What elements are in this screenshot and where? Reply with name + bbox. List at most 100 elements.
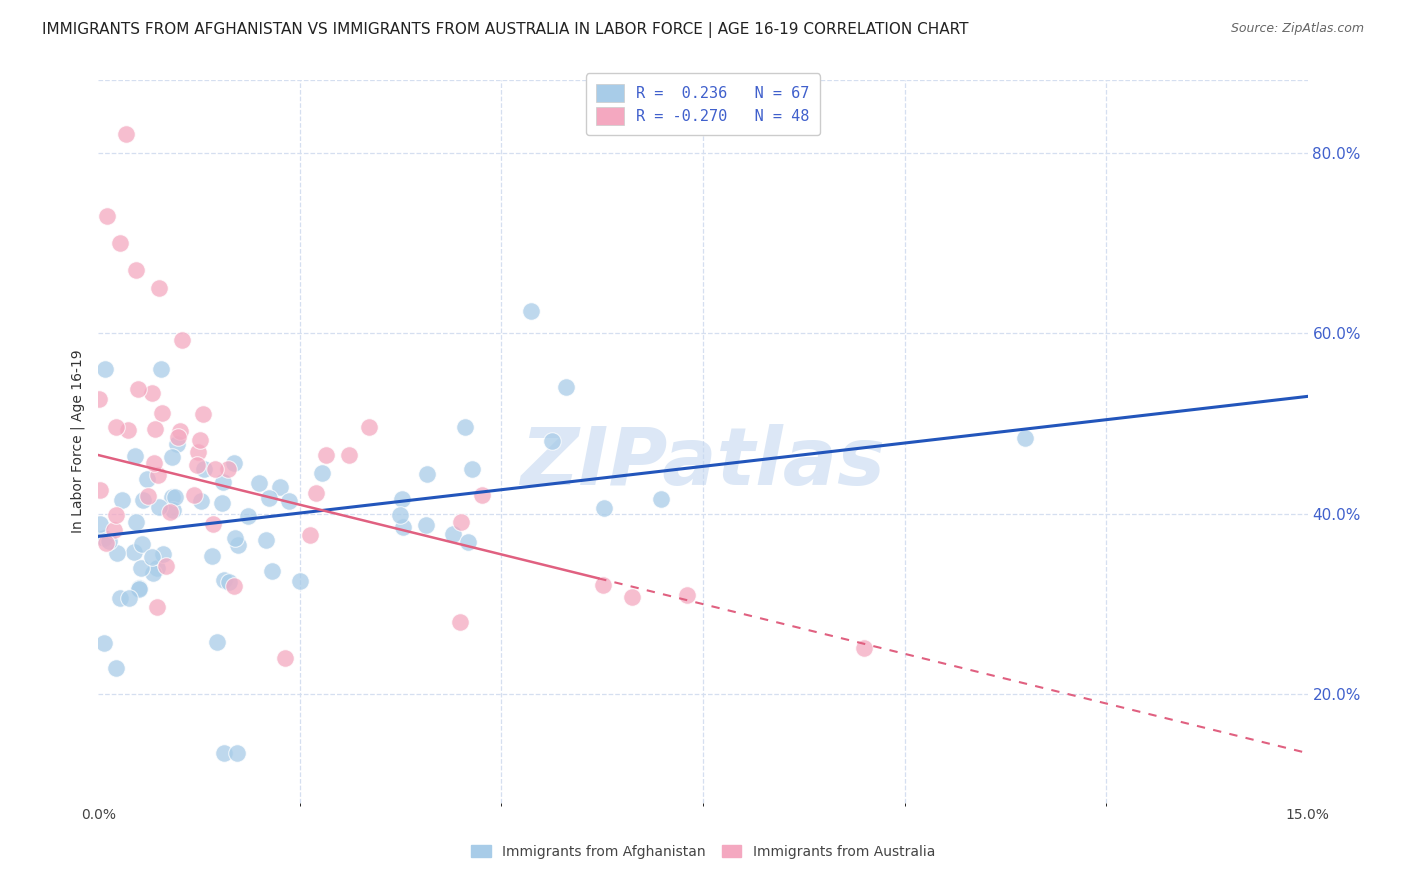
Point	[170, 333, 193, 347]
Point	[389, 508, 412, 522]
Point	[188, 434, 211, 448]
Point	[471, 488, 494, 502]
Point	[567, 822, 589, 837]
Point	[105, 546, 128, 560]
Point	[143, 456, 166, 470]
Point	[148, 500, 170, 514]
Point	[217, 461, 239, 475]
Point	[311, 466, 333, 480]
Point	[298, 527, 321, 541]
Point	[520, 303, 543, 318]
Point	[391, 492, 413, 507]
Text: Source: ZipAtlas.com: Source: ZipAtlas.com	[1230, 22, 1364, 36]
Point	[141, 385, 163, 400]
Point	[160, 490, 183, 504]
Point	[225, 746, 247, 760]
Point	[148, 281, 170, 295]
Point	[592, 578, 614, 592]
Point	[457, 535, 479, 549]
Point	[141, 550, 163, 565]
Point	[274, 651, 297, 665]
Point	[87, 392, 110, 407]
Point	[186, 458, 208, 473]
Point	[117, 423, 139, 437]
Point	[160, 450, 183, 464]
Point	[315, 449, 337, 463]
Point	[593, 501, 616, 516]
Point	[183, 488, 205, 502]
Point	[224, 579, 246, 593]
Point	[212, 475, 235, 490]
Point	[125, 515, 148, 529]
Point	[111, 493, 134, 508]
Point	[143, 422, 166, 436]
Point	[163, 491, 186, 505]
Point	[98, 533, 121, 548]
Point	[441, 527, 464, 541]
Point	[211, 496, 233, 510]
Point	[142, 566, 165, 580]
Point	[128, 581, 150, 595]
Point	[212, 574, 235, 588]
Point	[124, 449, 146, 463]
Point	[449, 615, 471, 630]
Point	[104, 661, 127, 675]
Point	[159, 505, 181, 519]
Point	[337, 448, 360, 462]
Point	[131, 492, 153, 507]
Point	[193, 407, 215, 421]
Point	[202, 516, 225, 531]
Point	[392, 520, 415, 534]
Point	[621, 590, 644, 604]
Point	[415, 517, 437, 532]
Point	[238, 508, 260, 523]
Point	[218, 574, 240, 589]
Point	[104, 508, 127, 522]
Text: IMMIGRANTS FROM AFGHANISTAN VS IMMIGRANTS FROM AUSTRALIA IN LABOR FORCE | AGE 16: IMMIGRANTS FROM AFGHANISTAN VS IMMIGRANT…	[42, 22, 969, 38]
Point	[89, 516, 111, 531]
Point	[190, 493, 212, 508]
Point	[135, 472, 157, 486]
Point	[1014, 431, 1036, 445]
Point	[454, 419, 477, 434]
Y-axis label: In Labor Force | Age 16-19: In Labor Force | Age 16-19	[70, 350, 86, 533]
Point	[676, 588, 699, 602]
Point	[103, 523, 125, 537]
Point	[93, 636, 115, 650]
Point	[224, 531, 246, 545]
Point	[129, 561, 152, 575]
Point	[118, 591, 141, 606]
Point	[212, 746, 235, 760]
Point	[450, 515, 472, 529]
Point	[167, 430, 190, 444]
Point	[260, 564, 283, 578]
Point	[277, 493, 299, 508]
Point	[108, 591, 131, 606]
Point	[650, 492, 672, 507]
Point	[96, 209, 118, 223]
Point	[460, 462, 482, 476]
Point	[169, 424, 191, 438]
Legend: Immigrants from Afghanistan, Immigrants from Australia: Immigrants from Afghanistan, Immigrants …	[465, 839, 941, 864]
Point	[305, 486, 328, 500]
Point	[93, 531, 115, 545]
Point	[541, 434, 564, 448]
Point	[145, 560, 167, 574]
Point	[257, 491, 280, 505]
Point	[122, 545, 145, 559]
Point	[89, 483, 111, 497]
Point	[166, 437, 188, 451]
Point	[150, 362, 173, 376]
Point	[416, 467, 439, 482]
Point	[187, 445, 209, 459]
Point	[269, 480, 291, 494]
Point	[152, 406, 174, 420]
Point	[357, 420, 380, 434]
Point	[201, 549, 224, 564]
Point	[290, 574, 312, 588]
Point	[853, 640, 876, 655]
Point	[222, 456, 245, 470]
Point	[204, 461, 226, 475]
Point	[127, 382, 149, 396]
Point	[115, 128, 138, 142]
